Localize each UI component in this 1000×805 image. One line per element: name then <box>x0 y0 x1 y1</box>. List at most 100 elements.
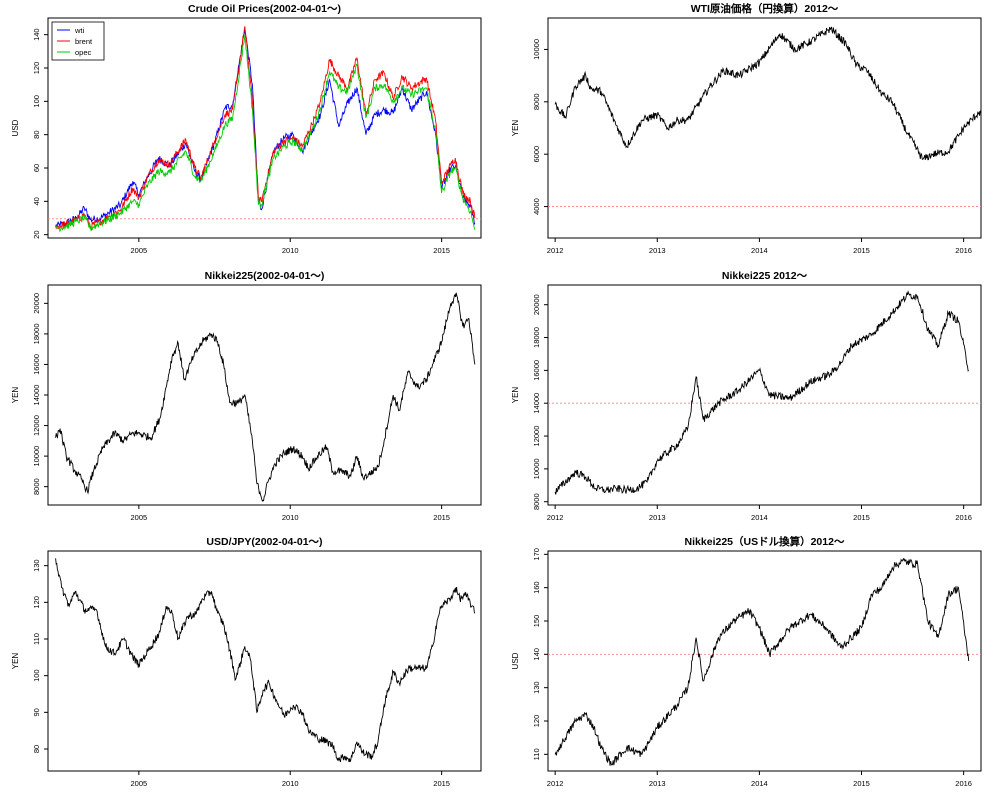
x-tick-label: 2015 <box>433 513 450 522</box>
x-tick-label: 2013 <box>649 513 666 522</box>
legend-label-brent: brent <box>75 37 93 46</box>
x-tick-label: 2005 <box>130 513 147 522</box>
x-tick-label: 2016 <box>955 246 972 255</box>
y-tick-label: 140 <box>532 648 541 661</box>
y-tick-label: 130 <box>32 559 41 572</box>
x-tick-label: 2016 <box>955 513 972 522</box>
series-line-opec <box>55 34 476 233</box>
x-tick-label: 2013 <box>649 779 666 788</box>
legend: wti brent opec <box>51 21 105 61</box>
y-axis-label: YEN <box>11 387 20 404</box>
chart-title: WTI原油価格（円換算）2012～ <box>691 2 839 15</box>
series-line-series-1 <box>554 290 969 495</box>
y-axis-label: USD <box>11 119 20 136</box>
y-tick-label: 110 <box>32 633 41 645</box>
plot-frame <box>47 17 482 239</box>
chart-panel-1: Crude Oil Prices(2002-04-01～) USD 2005 20 10… <box>11 3 482 255</box>
plot-area <box>548 557 981 766</box>
y-tick-label: 20000 <box>32 293 41 314</box>
plot-frame <box>47 550 482 772</box>
y-axis-label: YEN <box>511 387 520 404</box>
y-tick-label: 12000 <box>32 415 41 436</box>
series-line-wti <box>55 27 476 228</box>
y-tick-label: 20000 <box>532 294 541 315</box>
y-tick-label: 8000 <box>532 493 541 510</box>
y-tick-label: 80 <box>32 130 41 138</box>
chart-panel-2: WTI原油価格（円換算）2012～ YEN 2012 2013 2014 2015 2016… <box>511 2 982 255</box>
x-tick-label: 2010 <box>282 513 299 522</box>
y-tick-label: 20 <box>32 230 41 238</box>
y-axis-label: USD <box>511 652 520 669</box>
chart-title: USD/JPY(2002-04-01～) <box>206 536 322 548</box>
x-tick-label: 2010 <box>282 779 299 788</box>
y-tick-label: 6000 <box>532 146 541 163</box>
plot-area <box>48 26 481 233</box>
y-tick-label: 16000 <box>532 360 541 381</box>
y-tick-label: 100 <box>32 95 41 108</box>
y-tick-label: 120 <box>32 62 41 75</box>
x-tick-label: 2012 <box>547 779 564 788</box>
chart-title: Nikkei225（USドル換算）2012～ <box>685 535 845 548</box>
plot-area <box>548 290 981 495</box>
plot-area <box>55 292 476 502</box>
y-tick-label: 40 <box>32 197 41 205</box>
plot-frame <box>547 284 982 506</box>
chart-title: Nikkei225 2012～ <box>722 270 808 282</box>
x-tick-label: 2013 <box>649 246 666 255</box>
y-tick-label: 160 <box>532 581 541 594</box>
y-tick-label: 110 <box>532 748 541 760</box>
y-axis-label: YEN <box>11 653 20 670</box>
y-tick-label: 10000 <box>532 458 541 479</box>
x-tick-label: 2014 <box>751 513 768 522</box>
y-tick-label: 120 <box>532 715 541 728</box>
y-tick-label: 100 <box>32 669 41 682</box>
y-tick-label: 4000 <box>532 198 541 215</box>
y-tick-label: 130 <box>532 681 541 694</box>
x-tick-label: 2014 <box>751 779 768 788</box>
x-tick-label: 2016 <box>955 779 972 788</box>
x-tick-label: 2015 <box>853 513 870 522</box>
y-tick-label: 90 <box>32 708 41 716</box>
y-tick-label: 14000 <box>32 385 41 406</box>
y-tick-label: 120 <box>32 596 41 609</box>
x-tick-label: 2014 <box>751 246 768 255</box>
x-tick-label: 2012 <box>547 513 564 522</box>
chart-panel-6: Nikkei225（USドル換算）2012～ USD 2012 2013 2014 201… <box>511 535 982 788</box>
chart-title: Nikkei225(2002-04-01～) <box>205 270 325 282</box>
plot-frame <box>47 284 482 506</box>
plot-area <box>55 558 476 763</box>
y-tick-label: 8000 <box>32 478 41 495</box>
y-tick-label: 60 <box>32 164 41 172</box>
y-tick-label: 150 <box>532 615 541 628</box>
x-tick-label: 2015 <box>433 246 450 255</box>
series-line-brent <box>55 26 476 232</box>
series-line-series-1 <box>554 557 970 766</box>
legend-label-wti: wti <box>74 26 85 35</box>
x-tick-label: 2015 <box>853 779 870 788</box>
y-tick-label: 10000 <box>32 446 41 467</box>
y-tick-label: 170 <box>532 548 541 561</box>
series-line-series-1 <box>554 26 981 161</box>
chart-panel-5: USD/JPY(2002-04-01～) YEN 2005 2010 2015 80 90 1… <box>11 536 482 788</box>
x-tick-label: 2012 <box>547 246 564 255</box>
x-tick-label: 2005 <box>130 246 147 255</box>
y-tick-label: 8000 <box>532 93 541 110</box>
y-axis-label: YEN <box>511 120 520 137</box>
y-tick-label: 18000 <box>532 327 541 348</box>
y-tick-label: 16000 <box>32 354 41 375</box>
y-tick-label: 12000 <box>532 426 541 447</box>
plot-area <box>548 26 981 207</box>
x-tick-label: 2015 <box>853 246 870 255</box>
y-tick-label: 140 <box>32 28 41 41</box>
y-tick-label: 18000 <box>32 323 41 344</box>
plot-frame <box>547 17 982 239</box>
x-tick-label: 2015 <box>433 779 450 788</box>
series-line-series-1 <box>55 292 476 502</box>
chart-panel-4: Nikkei225 2012～ YEN 2012 2013 2014 2015 2016 80… <box>511 270 982 522</box>
chart-title: Crude Oil Prices(2002-04-01～) <box>188 3 341 15</box>
y-tick-label: 14000 <box>532 393 541 414</box>
series-line-series-1 <box>55 558 476 763</box>
y-tick-label: 80 <box>32 745 41 753</box>
chart-panel-3: Nikkei225(2002-04-01～) YEN 2005 2010 2015 800… <box>11 270 482 522</box>
